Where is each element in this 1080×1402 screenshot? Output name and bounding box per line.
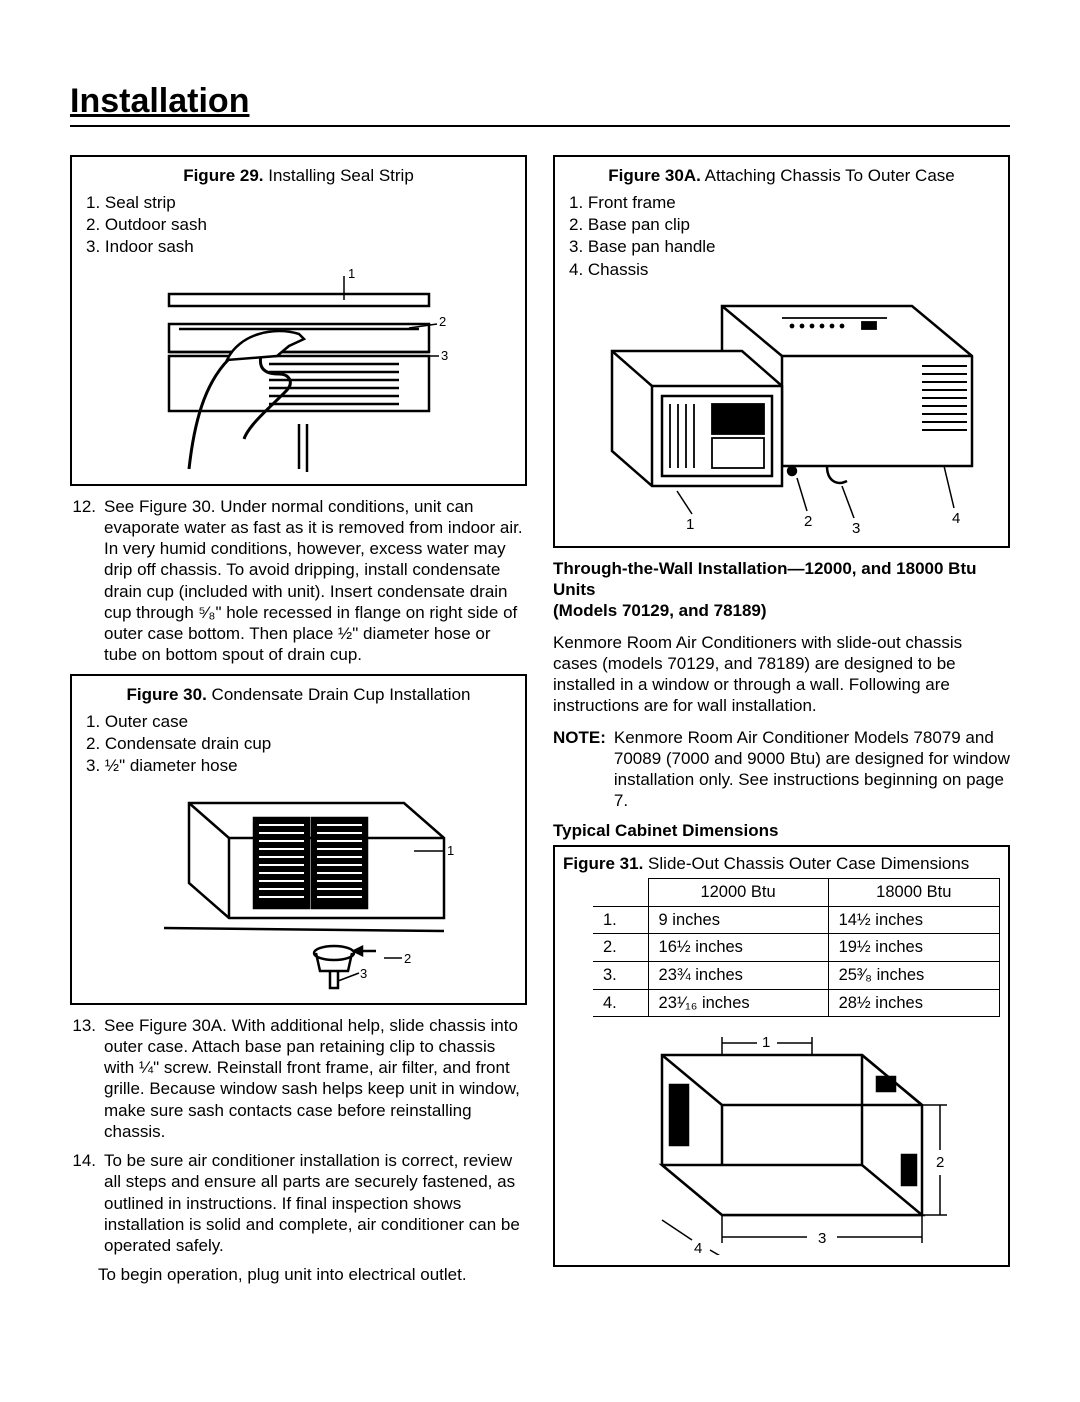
wall-install-paragraph: Kenmore Room Air Conditioners with slide…: [553, 632, 1010, 717]
figure-30-caption: Condensate Drain Cup Installation: [212, 685, 471, 704]
table-cell: 3.: [593, 961, 648, 989]
table-cell: 23¾ inches: [648, 961, 828, 989]
step-number: 13.: [70, 1015, 96, 1143]
figure-31-title: Figure 31. Slide-Out Chassis Outer Case …: [563, 853, 1000, 874]
svg-text:2: 2: [936, 1154, 944, 1171]
figure-29-caption: Installing Seal Strip: [268, 166, 414, 185]
step-number: 14.: [70, 1150, 96, 1256]
figure-30-label: Figure 30.: [127, 685, 207, 704]
table-cell: 19½ inches: [828, 934, 999, 962]
figure-30a-legend: 1. Front frame 2. Base pan clip 3. Base …: [569, 192, 998, 280]
legend-item: 4. Chassis: [569, 259, 998, 280]
svg-text:2: 2: [804, 513, 812, 530]
table-row: 2. 16½ inches 19½ inches: [593, 934, 1000, 962]
table-header: 12000 Btu: [648, 879, 828, 907]
step-14: 14. To be sure air conditioner installat…: [70, 1150, 527, 1256]
wall-heading-line2: (Models 70129, and 78189): [553, 601, 767, 620]
figure-29-illustration: 1 2 3: [82, 264, 515, 474]
legend-item: 2. Base pan clip: [569, 214, 998, 235]
figure-30a-box: Figure 30A. Attaching Chassis To Outer C…: [553, 155, 1010, 548]
note-block: NOTE: Kenmore Room Air Conditioner Model…: [553, 727, 1010, 812]
table-cell: 14½ inches: [828, 906, 999, 934]
legend-item: 3. Base pan handle: [569, 236, 998, 257]
page-title: Installation: [70, 80, 1010, 127]
figure-30a-label: Figure 30A.: [608, 166, 701, 185]
two-column-layout: Figure 29. Installing Seal Strip 1. Seal…: [70, 155, 1010, 1286]
left-column: Figure 29. Installing Seal Strip 1. Seal…: [70, 155, 527, 1286]
legend-item: 2. Outdoor sash: [86, 214, 515, 235]
figure-30a-illustration: 1 2 3 4: [565, 286, 998, 536]
svg-text:3: 3: [818, 1230, 826, 1247]
step-text: See Figure 30. Under normal conditions, …: [104, 496, 527, 666]
figure-29-legend: 1. Seal strip 2. Outdoor sash 3. Indoor …: [86, 192, 515, 258]
svg-text:1: 1: [686, 516, 694, 533]
step-text: To be sure air conditioner installation …: [104, 1150, 527, 1256]
figure-30a-caption: Attaching Chassis To Outer Case: [705, 166, 955, 185]
table-cell: 16½ inches: [648, 934, 828, 962]
table-cell: 25³⁄₈ inches: [828, 961, 999, 989]
figure-30a-title: Figure 30A. Attaching Chassis To Outer C…: [565, 165, 998, 186]
table-row: 1. 9 inches 14½ inches: [593, 906, 1000, 934]
figure-29-title: Figure 29. Installing Seal Strip: [82, 165, 515, 186]
wall-heading-line1: Through-the-Wall Installation—12000, and…: [553, 559, 977, 599]
svg-text:1: 1: [348, 266, 355, 281]
legend-item: 3. Indoor sash: [86, 236, 515, 257]
closing-text: To begin operation, plug unit into elect…: [98, 1264, 527, 1285]
legend-item: 1. Front frame: [569, 192, 998, 213]
table-cell: 9 inches: [648, 906, 828, 934]
table-row: 4. 23¹⁄₁₆ inches 28½ inches: [593, 989, 1000, 1017]
figure-31-caption: Slide-Out Chassis Outer Case Dimensions: [648, 854, 969, 873]
legend-item: 3. ½" diameter hose: [86, 755, 515, 776]
figure-31-illustration: 1 2 3 4: [563, 1025, 1000, 1255]
note-text: Kenmore Room Air Conditioner Models 7807…: [612, 727, 1010, 812]
legend-item: 1. Seal strip: [86, 192, 515, 213]
table-cell: 4.: [593, 989, 648, 1017]
legend-item: 2. Condensate drain cup: [86, 733, 515, 754]
step-text: See Figure 30A. With additional help, sl…: [104, 1015, 527, 1143]
svg-text:3: 3: [360, 966, 367, 981]
step-number: 12.: [70, 496, 96, 666]
svg-text:1: 1: [447, 843, 454, 858]
svg-text:3: 3: [441, 348, 448, 363]
note-label: NOTE:: [553, 727, 606, 812]
step-12: 12. See Figure 30. Under normal conditio…: [70, 496, 527, 666]
dimensions-table: 12000 Btu 18000 Btu 1. 9 inches 14½ inch…: [593, 878, 1000, 1017]
table-header: 18000 Btu: [828, 879, 999, 907]
figure-31-label: Figure 31.: [563, 854, 643, 873]
table-cell: 28½ inches: [828, 989, 999, 1017]
svg-text:4: 4: [952, 510, 960, 527]
table-header: [593, 879, 648, 907]
dimensions-heading: Typical Cabinet Dimensions: [553, 820, 1010, 841]
wall-install-heading: Through-the-Wall Installation—12000, and…: [553, 558, 1010, 622]
figure-30-illustration: 1 2 3: [82, 783, 515, 993]
table-cell: 23¹⁄₁₆ inches: [648, 989, 828, 1017]
right-column: Figure 30A. Attaching Chassis To Outer C…: [553, 155, 1010, 1286]
figure-29-label: Figure 29.: [183, 166, 263, 185]
figure-31-box: Figure 31. Slide-Out Chassis Outer Case …: [553, 845, 1010, 1267]
svg-text:2: 2: [439, 314, 446, 329]
figure-29-box: Figure 29. Installing Seal Strip 1. Seal…: [70, 155, 527, 486]
step-13: 13. See Figure 30A. With additional help…: [70, 1015, 527, 1143]
table-cell: 1.: [593, 906, 648, 934]
svg-text:1: 1: [762, 1034, 770, 1051]
svg-text:3: 3: [852, 520, 860, 536]
table-row: 3. 23¾ inches 25³⁄₈ inches: [593, 961, 1000, 989]
table-cell: 2.: [593, 934, 648, 962]
figure-30-box: Figure 30. Condensate Drain Cup Installa…: [70, 674, 527, 1005]
svg-text:4: 4: [694, 1240, 702, 1255]
figure-30-title: Figure 30. Condensate Drain Cup Installa…: [82, 684, 515, 705]
svg-text:2: 2: [404, 951, 411, 966]
figure-30-legend: 1. Outer case 2. Condensate drain cup 3.…: [86, 711, 515, 777]
legend-item: 1. Outer case: [86, 711, 515, 732]
